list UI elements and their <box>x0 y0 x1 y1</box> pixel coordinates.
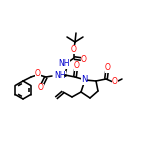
Text: O: O <box>35 69 41 78</box>
Text: O: O <box>112 78 118 86</box>
Text: NH: NH <box>58 59 70 69</box>
Text: O: O <box>74 62 79 71</box>
Text: O: O <box>105 64 111 73</box>
Text: N: N <box>81 76 87 85</box>
Text: O: O <box>81 55 87 64</box>
Text: O: O <box>71 45 77 54</box>
Text: O: O <box>38 83 44 93</box>
Text: NH: NH <box>54 71 66 80</box>
